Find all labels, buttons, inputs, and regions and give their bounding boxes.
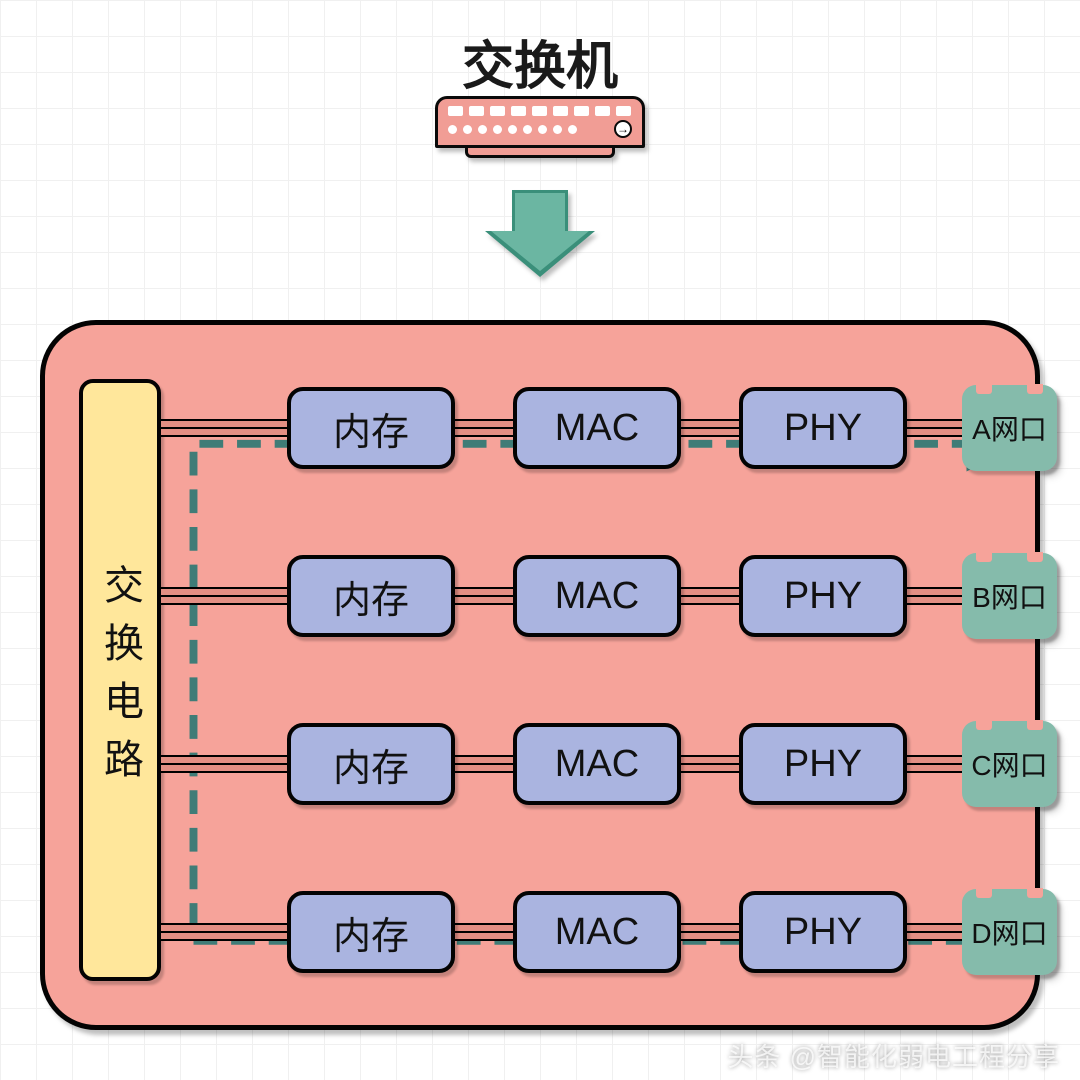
port-label: B网口 [962,553,1057,639]
phy-block: PHY [739,723,907,805]
switch-body: → [435,96,645,148]
port-row-B: 内存MACPHYB网口 [161,553,991,639]
port-label: D网口 [962,889,1057,975]
diagram-title: 交换机 [0,24,1080,99]
memory-block: 内存 [287,387,455,469]
phy-block: PHY [739,891,907,973]
down-arrow-icon [485,190,595,277]
switch-internals-panel: 交换电路 内存MACPHYA网口内存MACPHYB网口内存MACPHYC网口内存… [40,320,1040,1030]
diagram-stage: 交换机 → 交换电路 内存MACPHYA网口内存MACPHYB网口内存MACPH… [0,0,1080,1080]
memory-block: 内存 [287,723,455,805]
port-row-C: 内存MACPHYC网口 [161,721,991,807]
memory-block: 内存 [287,555,455,637]
memory-block: 内存 [287,891,455,973]
switch-circuit-block: 交换电路 [79,379,161,981]
phy-block: PHY [739,555,907,637]
port-row-D: 内存MACPHYD网口 [161,889,991,975]
phy-block: PHY [739,387,907,469]
switch-base [465,148,615,158]
mac-block: MAC [513,387,681,469]
port-row-A: 内存MACPHYA网口 [161,385,991,471]
switch-arrow-button-icon: → [614,120,632,138]
port-label: C网口 [962,721,1057,807]
switch-device-icon: → [435,96,645,158]
watermark-text: 头条 @智能化弱电工程分享 [727,1037,1060,1074]
switch-port-row-bottom: → [448,120,632,138]
port-label: A网口 [962,385,1057,471]
switch-port-row-top [448,106,632,116]
mac-block: MAC [513,891,681,973]
mac-block: MAC [513,555,681,637]
mac-block: MAC [513,723,681,805]
